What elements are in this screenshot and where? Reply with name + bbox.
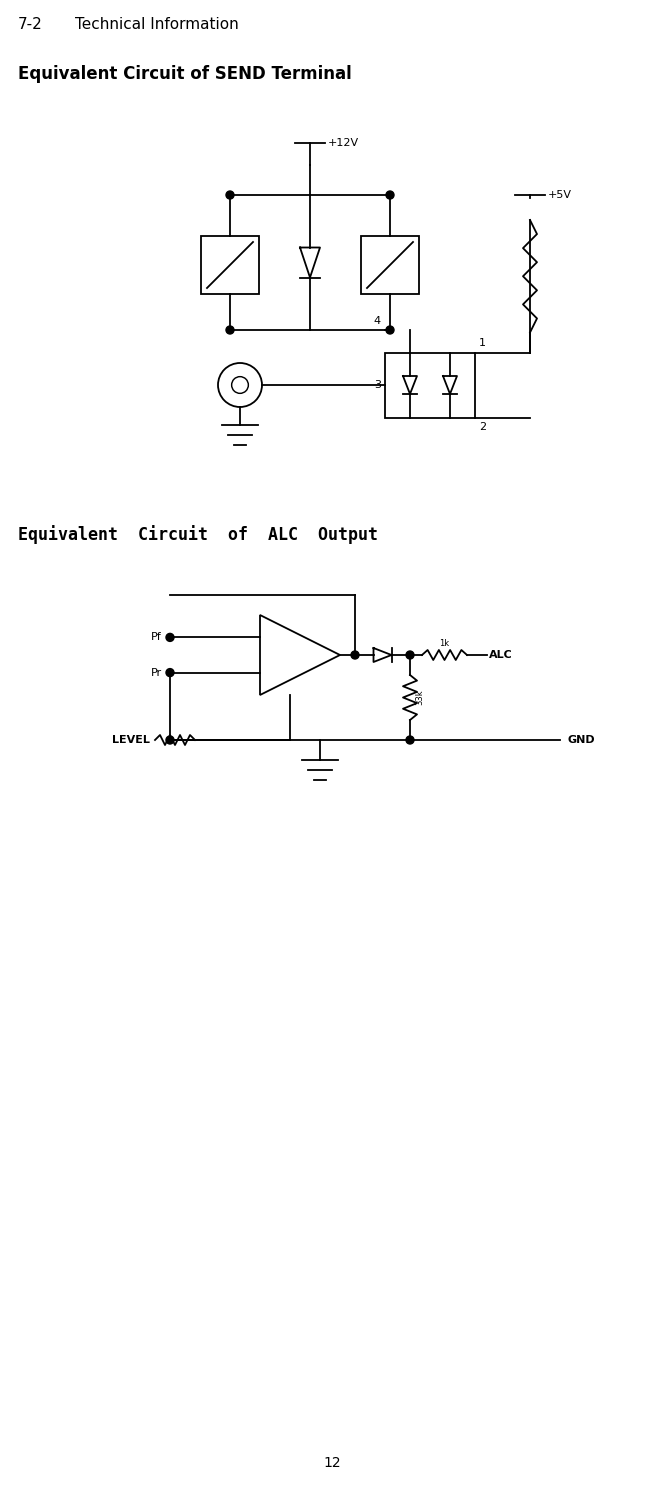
Circle shape xyxy=(226,192,234,199)
Text: 2: 2 xyxy=(479,422,486,432)
Circle shape xyxy=(386,192,394,199)
Text: Pf: Pf xyxy=(151,633,162,643)
Text: ALC: ALC xyxy=(489,650,513,659)
Text: 12: 12 xyxy=(323,1455,341,1470)
Text: +12V: +12V xyxy=(328,138,359,148)
Bar xyxy=(385,352,475,417)
Bar xyxy=(201,236,259,294)
Text: GND: GND xyxy=(568,735,596,745)
Text: 7-2: 7-2 xyxy=(18,16,43,33)
Circle shape xyxy=(166,634,174,642)
Circle shape xyxy=(166,668,174,677)
Text: 1k: 1k xyxy=(440,639,450,647)
Circle shape xyxy=(386,327,394,334)
Circle shape xyxy=(406,650,414,659)
Text: Equivalent Circuit of SEND Terminal: Equivalent Circuit of SEND Terminal xyxy=(18,65,352,83)
Text: +5V: +5V xyxy=(548,190,572,200)
Circle shape xyxy=(406,737,414,744)
Circle shape xyxy=(351,650,359,659)
Bar xyxy=(361,236,419,294)
Text: Pr: Pr xyxy=(151,668,162,677)
Text: Technical Information: Technical Information xyxy=(75,16,239,33)
Circle shape xyxy=(166,737,174,744)
Text: 3: 3 xyxy=(374,380,381,391)
Text: 4: 4 xyxy=(374,316,381,327)
Text: Equivalent  Circuit  of  ALC  Output: Equivalent Circuit of ALC Output xyxy=(18,526,378,544)
Circle shape xyxy=(226,327,234,334)
Text: 1: 1 xyxy=(479,339,486,349)
Text: LEVEL: LEVEL xyxy=(112,735,150,745)
Text: 33k: 33k xyxy=(415,689,424,705)
